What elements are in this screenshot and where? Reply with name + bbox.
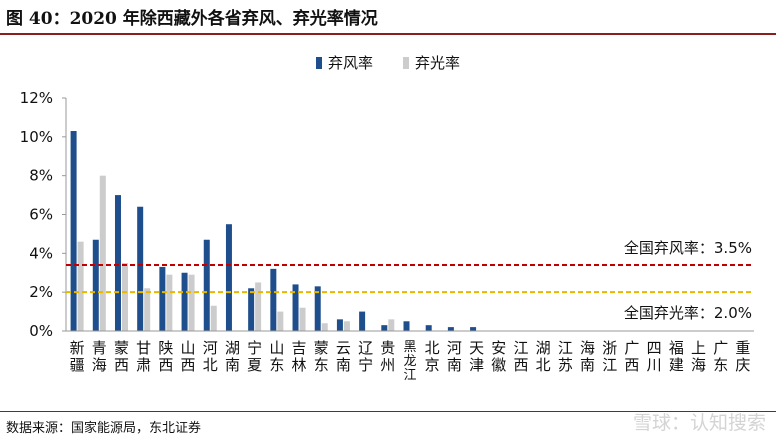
- source-note: 数据来源：国家能源局，东北证券: [6, 421, 202, 436]
- x-tick-label: 浙江: [602, 339, 617, 374]
- solar-average-label: 全国弃光率：2.0%: [624, 304, 752, 322]
- bar-wind: [381, 325, 388, 331]
- x-tick-label: 山西: [181, 339, 196, 374]
- x-tick-label: 湖北: [536, 339, 551, 374]
- bar-wind: [92, 239, 99, 331]
- bar-wind: [225, 224, 232, 331]
- y-tick-label: 4%: [29, 244, 53, 262]
- wind-average-label: 全国弃风率：3.5%: [624, 239, 752, 257]
- y-tick-label: 2%: [29, 283, 53, 301]
- y-tick-label: 10%: [20, 128, 53, 146]
- x-tick-label: 湖南: [225, 339, 240, 374]
- bar-wind: [159, 266, 166, 331]
- bar-wind: [248, 288, 255, 331]
- legend-swatch: [316, 57, 322, 69]
- bar-solar: [343, 321, 350, 331]
- x-tick-label: 新疆: [70, 339, 85, 374]
- x-tick-label: 江西: [513, 339, 528, 374]
- title-rule: [0, 33, 776, 35]
- x-tick-label: 山东: [269, 339, 284, 374]
- bar-wind: [203, 239, 210, 331]
- figure-title: 图 40：2020 年除西藏外各省弃风、弃光率情况: [6, 9, 378, 29]
- x-tick-label: 重庆: [735, 339, 750, 374]
- bar-solar: [188, 274, 195, 331]
- x-tick-label: 四川: [647, 339, 662, 374]
- bar-wind: [114, 195, 121, 331]
- x-tick-label: 辽宁: [358, 339, 373, 374]
- bar-wind: [470, 327, 477, 331]
- source-rule: [0, 411, 776, 412]
- legend-swatch: [403, 57, 409, 69]
- reference-lines: 全国弃风率：3.5% 全国弃光率：2.0%: [66, 239, 754, 322]
- bar-wind: [314, 286, 321, 331]
- y-tick-label: 8%: [29, 167, 53, 185]
- x-tick-label: 天津: [469, 339, 484, 374]
- x-tick-label: 宁夏: [247, 339, 262, 374]
- x-tick-label: 上海: [691, 339, 706, 374]
- x-tick-label: 贵州: [380, 339, 395, 374]
- bar-solar: [77, 241, 84, 331]
- x-tick-label: 福建: [669, 339, 684, 374]
- bar-wind: [70, 131, 77, 331]
- bar-wind: [336, 319, 343, 331]
- bar-solar: [210, 305, 217, 331]
- bar-solar: [121, 263, 128, 331]
- legend-label: 弃光率: [415, 54, 460, 72]
- x-tick-label: 广西: [624, 339, 639, 374]
- bar-chart: 弃风率 弃光率 0% 2% 4% 6% 8% 10% 12% 全国弃风率：3.5% 全国弃光率：…: [20, 54, 754, 383]
- x-tick-label: 黑龙江: [403, 340, 416, 383]
- bar-solar: [99, 175, 106, 331]
- x-tick-label: 河北: [203, 339, 218, 374]
- x-tick-label: 北京: [425, 339, 440, 374]
- bar-solar: [299, 307, 306, 331]
- bars: [70, 131, 477, 331]
- legend-label: 弃风率: [328, 54, 373, 72]
- y-tick-label: 12%: [20, 89, 53, 107]
- x-tick-label: 蒙西: [114, 339, 129, 374]
- bar-wind: [447, 327, 454, 331]
- bar-wind: [292, 284, 299, 331]
- x-tick-label: 青海: [92, 339, 107, 374]
- bar-solar: [144, 288, 151, 331]
- bar-solar: [321, 323, 328, 331]
- x-tick-label: 海南: [580, 339, 595, 374]
- x-tick-label: 广东: [713, 339, 728, 374]
- bar-wind: [425, 325, 432, 331]
- bar-solar: [166, 274, 173, 331]
- x-tick-label: 蒙东: [314, 339, 329, 374]
- bar-wind: [359, 311, 366, 331]
- bar-wind: [137, 206, 144, 331]
- watermark: 雪球：认知搜索: [632, 412, 766, 434]
- bar-solar: [277, 311, 284, 331]
- x-tick-label: 河南: [447, 339, 462, 374]
- bar-wind: [403, 321, 410, 331]
- bar-wind: [270, 268, 277, 331]
- legend: 弃风率 弃光率: [316, 54, 460, 72]
- y-axis: 0% 2% 4% 6% 8% 10% 12%: [20, 89, 67, 340]
- y-tick-label: 0%: [29, 322, 53, 340]
- x-tick-label: 江苏: [558, 339, 573, 374]
- bar-solar: [388, 319, 395, 331]
- bar-solar: [255, 282, 262, 331]
- x-tick-label: 云南: [336, 339, 351, 374]
- x-tick-label: 甘肃: [136, 339, 151, 374]
- x-tick-label: 安徽: [491, 339, 506, 374]
- x-tick-label: 吉林: [292, 339, 307, 374]
- bar-wind: [181, 272, 188, 331]
- x-tick-label: 陕西: [158, 339, 173, 374]
- x-axis: 新疆青海蒙西甘肃陕西山西河北湖南宁夏山东吉林蒙东云南辽宁贵州黑龙江北京河南天津安…: [66, 330, 754, 383]
- y-tick-label: 6%: [29, 206, 53, 224]
